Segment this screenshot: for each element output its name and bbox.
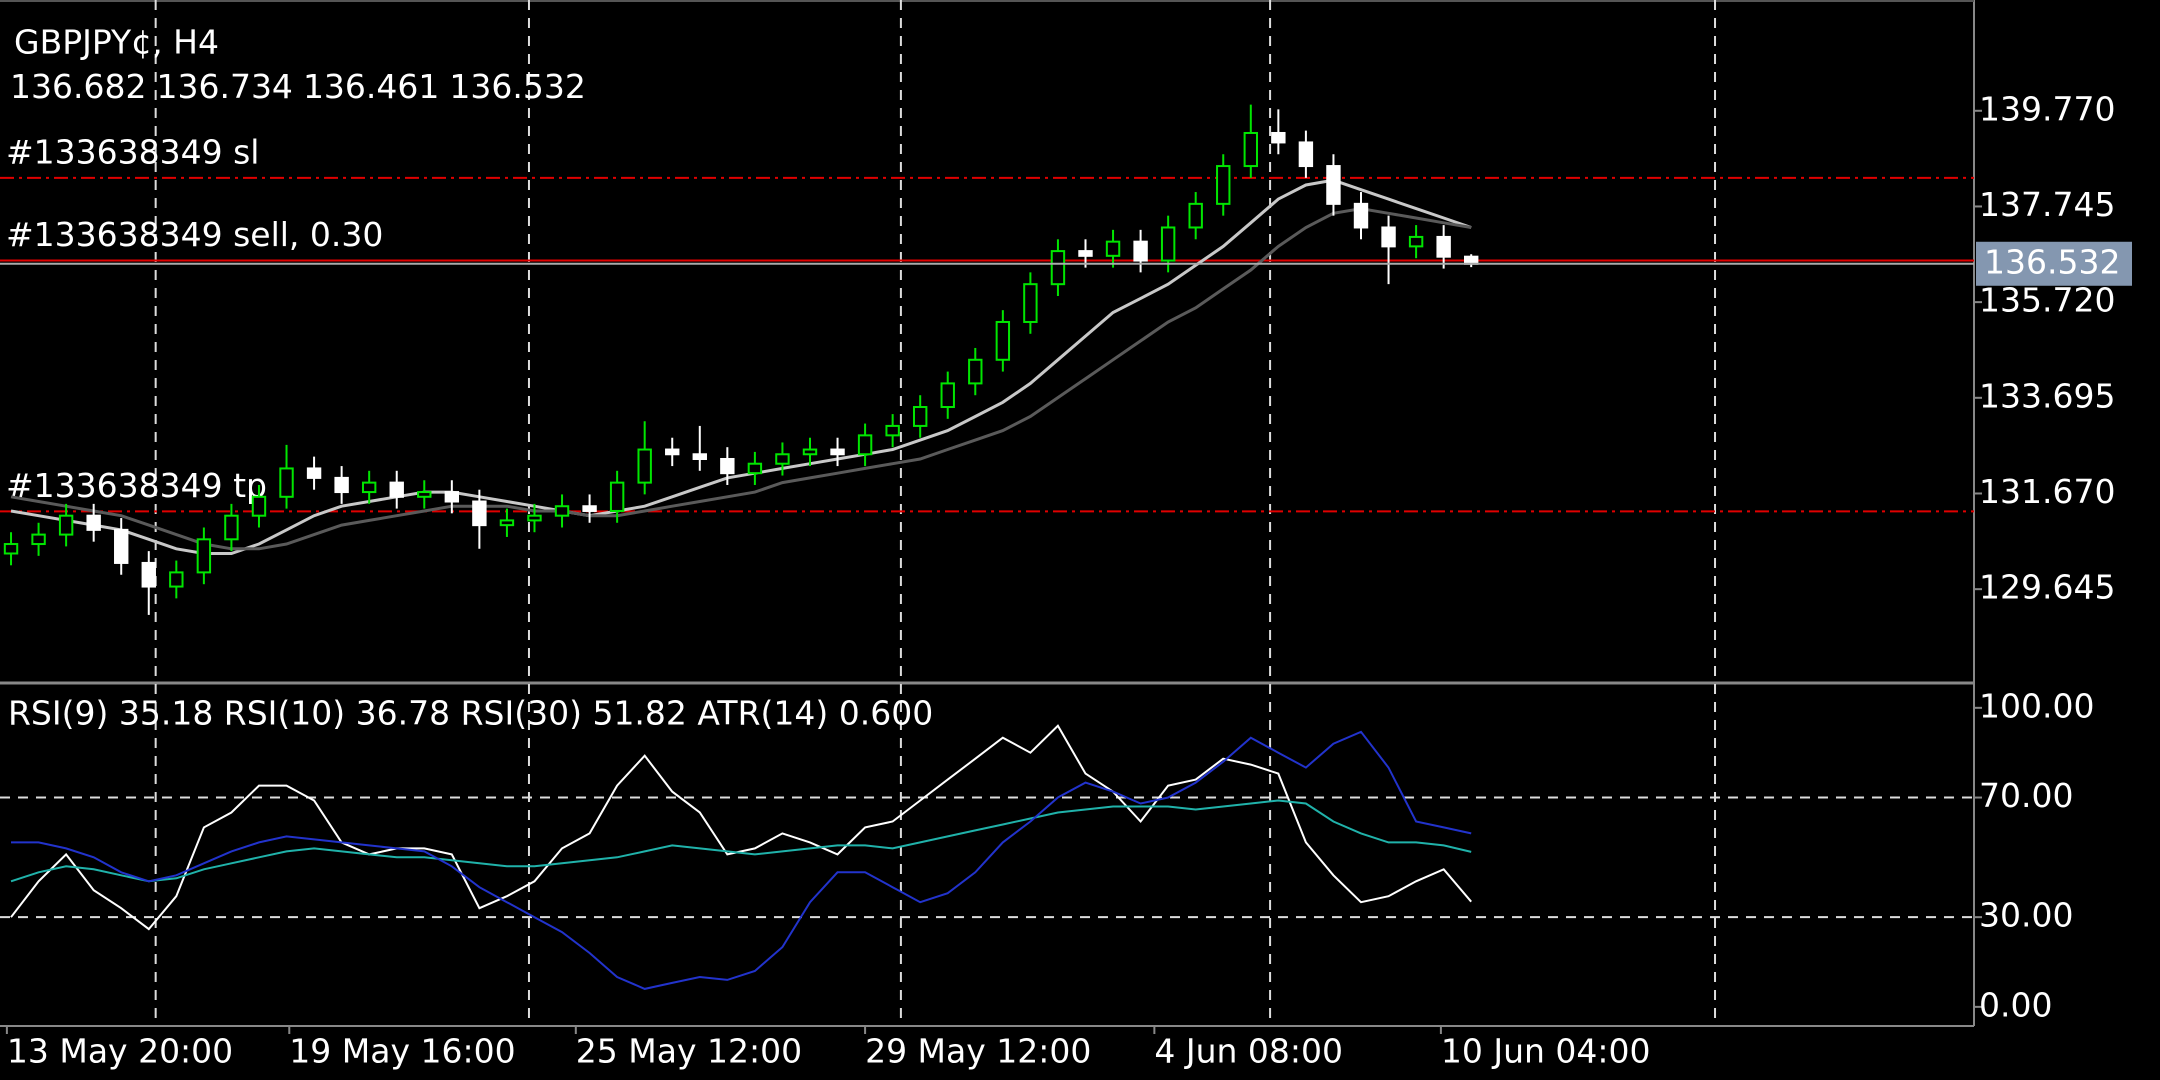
indicator-line — [11, 730, 1472, 990]
symbol-title: GBPJPY¢, H4 — [14, 23, 219, 62]
candle-body — [1188, 202, 1203, 229]
indicator-title: RSI(9) 35.18 RSI(10) 36.78 RSI(30) 51.82… — [8, 694, 933, 733]
candle-body — [1050, 250, 1066, 286]
candle-body — [306, 467, 322, 479]
candle-body — [279, 467, 294, 498]
candle-body — [251, 495, 267, 517]
candle-body — [1381, 226, 1396, 248]
y-tick-label: 129.645 — [1979, 568, 2115, 607]
candle-body — [720, 457, 735, 475]
candle-body — [58, 514, 74, 536]
candle-body — [665, 448, 680, 456]
indicator-line — [10, 724, 1472, 931]
trade-level-label: #133638349 sell, 0.30 — [6, 215, 383, 254]
candle-body — [1464, 255, 1479, 265]
candle-body — [554, 505, 570, 517]
candle-body — [747, 462, 763, 475]
candle-body — [31, 533, 46, 546]
x-tick-label: 29 May 12:00 — [865, 1032, 1091, 1071]
candle-body — [1408, 235, 1424, 248]
candle-body — [995, 320, 1011, 361]
candle-body — [224, 514, 239, 541]
candle-body — [885, 424, 900, 437]
candle-body — [3, 543, 19, 555]
candle-body — [1133, 240, 1148, 262]
trade-level-label: #133638349 sl — [6, 132, 259, 171]
bid-price-label: 136.532 — [1984, 242, 2120, 281]
candle-body — [1243, 131, 1258, 168]
candle-body — [472, 500, 487, 527]
close-value: 136.532 — [449, 67, 585, 106]
candle-body — [1160, 226, 1176, 262]
trade-level-label: #133638349 tp — [6, 466, 267, 505]
y-tick-label: 133.695 — [1979, 376, 2115, 415]
y-tick-label: 135.720 — [1979, 281, 2115, 320]
x-tick-label: 13 May 20:00 — [7, 1032, 233, 1071]
candle-body — [857, 434, 873, 456]
candle-body — [444, 491, 460, 503]
y-tick-label: 100.00 — [1979, 686, 2094, 725]
candle-body — [692, 453, 707, 460]
candle-body — [802, 448, 818, 456]
candle-body — [141, 561, 156, 588]
candle-body — [1078, 250, 1093, 257]
x-tick-label: 10 Jun 04:00 — [1441, 1032, 1651, 1071]
candle-body — [1023, 283, 1038, 323]
low-value: 136.461 — [303, 67, 439, 106]
high-value: 136.734 — [156, 67, 292, 106]
y-tick-label: 139.770 — [1979, 89, 2115, 128]
y-tick-label: 137.745 — [1979, 185, 2115, 224]
candle-body — [1326, 165, 1341, 205]
ohlc-line: 136.682 136.734 136.461 136.532 — [10, 67, 586, 106]
candle-body — [582, 505, 597, 512]
candle-body — [1298, 141, 1314, 168]
candle-body — [830, 448, 845, 456]
x-tick-label: 4 Jun 08:00 — [1154, 1032, 1343, 1071]
y-tick-label: 70.00 — [1979, 776, 2073, 815]
candle-body — [417, 491, 432, 498]
candle-body — [912, 406, 928, 427]
x-tick-label: 19 May 16:00 — [289, 1032, 515, 1071]
indicator-line — [10, 799, 1472, 883]
candle-body — [1105, 240, 1121, 257]
candle-body — [196, 538, 212, 574]
y-tick-label: 131.670 — [1979, 472, 2115, 511]
candle-body — [527, 514, 542, 522]
open-value: 136.682 — [10, 67, 146, 106]
candle-body — [389, 481, 404, 498]
candle-body — [334, 476, 349, 494]
candle-body — [1436, 235, 1451, 258]
candle-body — [1353, 202, 1369, 229]
candle-body — [1216, 165, 1231, 205]
bid-price-box — [1976, 241, 2132, 286]
moving-average-line — [10, 178, 1472, 555]
candle-body — [968, 358, 983, 385]
x-tick-label: 25 May 12:00 — [576, 1032, 802, 1071]
y-tick-label: 0.00 — [1979, 985, 2052, 1024]
candle-body — [775, 453, 790, 465]
candle-body — [637, 448, 652, 484]
candle-body — [1271, 131, 1286, 144]
candle-body — [86, 514, 101, 531]
candle-body — [499, 519, 515, 527]
y-tick-label: 30.00 — [1979, 896, 2073, 935]
candle-body — [169, 571, 184, 588]
candle-body — [609, 481, 625, 512]
candle-body — [361, 481, 377, 494]
candle-body — [114, 528, 129, 564]
moving-average-line — [10, 207, 1472, 551]
candle-body — [940, 382, 955, 409]
